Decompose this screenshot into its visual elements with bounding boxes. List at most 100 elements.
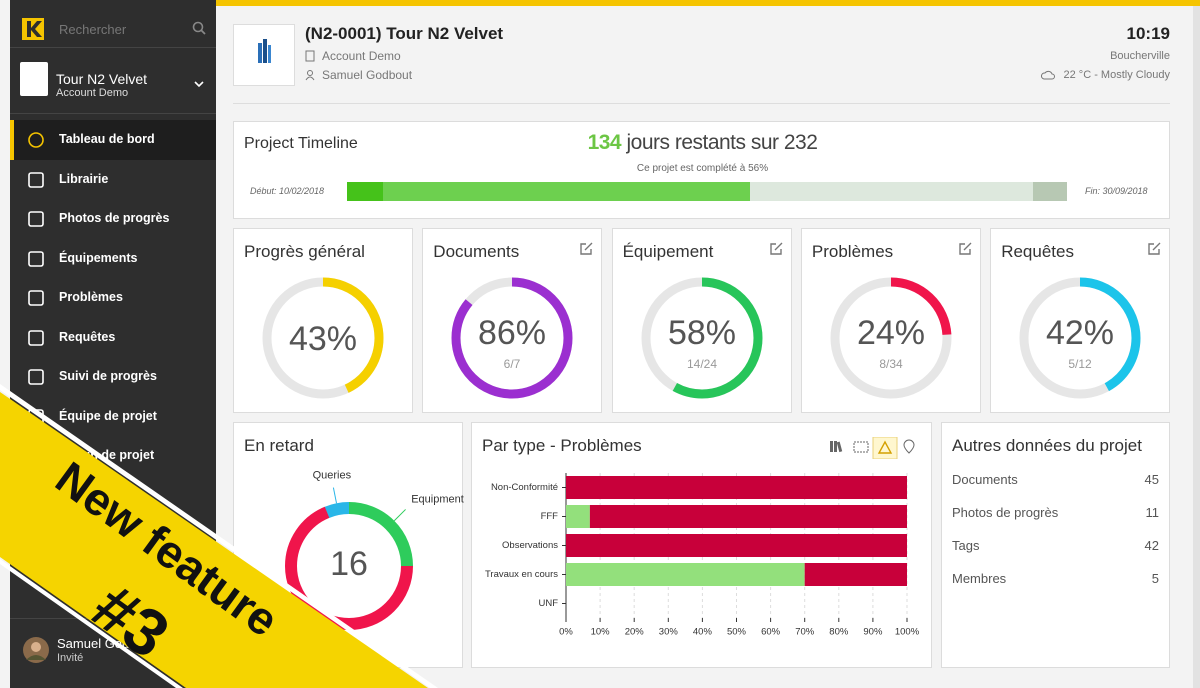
project-name[interactable]: Tour N2 Velvet: [56, 71, 148, 87]
weather-icon: [1041, 70, 1055, 80]
time: 10:19: [1126, 24, 1170, 43]
x-tick-label: 60%: [761, 627, 781, 638]
divider: [233, 103, 1170, 104]
project-title: (N2-0001) Tour N2 Velvet: [305, 24, 504, 43]
x-tick-label: 40%: [693, 627, 713, 638]
stat-card: Requêtes 42% 5/12: [990, 228, 1171, 413]
nav-item[interactable]: Photos de progrès: [10, 199, 216, 239]
icon-shape: [28, 408, 44, 425]
timeline-title: Project Timeline: [244, 135, 358, 152]
row-value: 42: [1144, 538, 1159, 553]
library-filter[interactable]: [834, 441, 837, 452]
x-tick-label: 20%: [625, 627, 645, 638]
logo-icon: [258, 39, 271, 63]
x-tick-label: 80%: [829, 627, 849, 638]
timeline-card: Project Timeline 134 jours restants sur …: [233, 121, 1170, 219]
nav-item[interactable]: Équipe de projet: [10, 397, 216, 437]
library-filter[interactable]: [836, 441, 843, 453]
chart-filters: [830, 437, 915, 459]
start-date: Début: 10/02/2018: [250, 186, 325, 196]
leader-line: [332, 487, 338, 504]
y-tick-label: Non-Conformité: [491, 482, 558, 493]
search[interactable]: Rechercher: [59, 22, 127, 37]
top-bar: [216, 0, 1200, 6]
edit-icon[interactable]: [958, 242, 972, 256]
nav-item[interactable]: Admin de projet: [10, 436, 216, 476]
row-value: 11: [1145, 505, 1160, 520]
library-filter[interactable]: [830, 441, 833, 452]
timeline-subtitle: Ce projet est complété à 56%: [234, 163, 1171, 174]
edit-icon[interactable]: [769, 242, 783, 256]
chart-card: Par type - Problèmes 0% 10% 20% 30% 40% 50% 60…: [471, 422, 932, 668]
y-tick-label: FFF: [541, 511, 559, 522]
nav-icon: [28, 448, 44, 464]
bar: [589, 505, 907, 528]
nav-label: Équipe de projet: [59, 408, 157, 423]
avatar[interactable]: [22, 636, 50, 664]
nav-item[interactable]: Problèmes: [10, 278, 216, 318]
nav-item[interactable]: Équipements: [10, 239, 216, 279]
nav-label: Mon compte: [59, 487, 133, 502]
late-total: 16: [330, 545, 368, 583]
stat-card: Problèmes 24% 8/34: [800, 228, 981, 413]
nav-item[interactable]: Requêtes: [10, 318, 216, 358]
segment-label: Equipments: [411, 494, 464, 506]
nav-item[interactable]: Suivi de progrès: [10, 357, 216, 397]
equipment-filter[interactable]: [853, 441, 869, 453]
ring-detail: 14/24: [687, 357, 717, 371]
stat-card: Progrès général 43%: [233, 228, 413, 413]
nav-item[interactable]: Tableau de bord: [10, 120, 216, 160]
ring-value: 58%: [668, 314, 736, 352]
row-label: Documents: [952, 472, 1018, 487]
row-value: 5: [1151, 571, 1159, 586]
nav-label: Problèmes: [59, 290, 123, 304]
chart-title: Par type - Problèmes: [482, 436, 642, 455]
edit-icon[interactable]: [1147, 242, 1161, 256]
bar: [804, 563, 907, 586]
y-tick-label: Observations: [502, 540, 558, 551]
row-value: 45: [1144, 472, 1159, 487]
active-indicator: [10, 120, 14, 160]
x-tick-label: 70%: [795, 627, 815, 638]
timeline-progress: [347, 182, 751, 201]
nav-icon: [28, 250, 44, 267]
timeline-end-block: [1033, 182, 1067, 201]
ring: 58% 14/24: [641, 277, 763, 399]
bar: [566, 476, 907, 499]
nav-label: Tableau de bord: [59, 132, 155, 146]
edit-icon[interactable]: [579, 242, 593, 256]
x-tick-label: 90%: [863, 627, 883, 638]
user-name: Samuel Godbout: [57, 636, 155, 651]
ring-detail: 6/7: [504, 357, 521, 371]
chevron[interactable]: [194, 81, 204, 89]
nav-icon: [28, 369, 44, 385]
nav-label: Admin de projet: [59, 448, 155, 462]
ring: 24% 8/34: [830, 277, 952, 399]
nav-icon: [28, 290, 44, 306]
icon-shape: [28, 250, 44, 267]
total-days: 232: [783, 131, 818, 154]
divider: [10, 113, 216, 114]
nav-icon: [28, 329, 44, 346]
nav-item[interactable]: Librairie: [10, 160, 216, 200]
stat-card: Documents 86% 6/7: [422, 228, 603, 413]
user: Samuel Godbout: [322, 68, 413, 82]
edit-shape: [1148, 242, 1161, 255]
edit-shape: [580, 242, 593, 255]
building-icon: [305, 50, 315, 62]
edit-shape: [769, 242, 783, 255]
row-label: Membres: [952, 571, 1007, 586]
search-icon[interactable]: [192, 21, 206, 35]
request-filter[interactable]: [903, 439, 915, 454]
ring-value: 24%: [857, 314, 925, 352]
ring: 42% 5/12: [1019, 277, 1141, 399]
project-logo: [233, 24, 295, 86]
row-label: Tags: [952, 538, 980, 553]
ring-value: 86%: [478, 314, 546, 352]
nav-item[interactable]: Mon compte: [10, 476, 216, 516]
stat-card: Équipement 58% 14/24: [611, 228, 792, 413]
chart: 0% 10% 20% 30% 40% 50% 60% 70% 80% 90% 100% Non-Con…: [485, 473, 920, 638]
other-card: Autres données du projet Documents 45 Phot…: [941, 422, 1170, 668]
nav-icon: [28, 211, 44, 227]
